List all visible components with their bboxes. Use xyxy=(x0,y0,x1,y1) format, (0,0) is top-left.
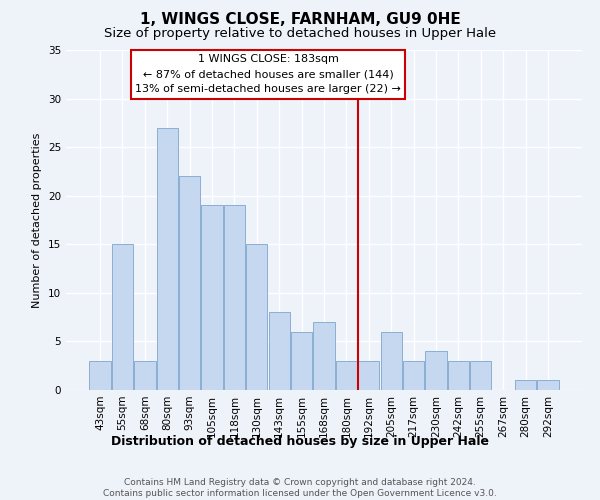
Bar xyxy=(179,176,200,390)
Text: Contains HM Land Registry data © Crown copyright and database right 2024.
Contai: Contains HM Land Registry data © Crown c… xyxy=(103,478,497,498)
Y-axis label: Number of detached properties: Number of detached properties xyxy=(32,132,43,308)
Text: Size of property relative to detached houses in Upper Hale: Size of property relative to detached ho… xyxy=(104,28,496,40)
Bar xyxy=(224,206,245,390)
Bar xyxy=(537,380,559,390)
Bar xyxy=(134,361,155,390)
Bar xyxy=(313,322,335,390)
Text: 1, WINGS CLOSE, FARNHAM, GU9 0HE: 1, WINGS CLOSE, FARNHAM, GU9 0HE xyxy=(140,12,460,28)
Bar xyxy=(202,206,223,390)
Bar xyxy=(380,332,402,390)
Bar xyxy=(403,361,424,390)
Bar xyxy=(470,361,491,390)
Bar xyxy=(269,312,290,390)
Bar xyxy=(89,361,111,390)
Bar xyxy=(157,128,178,390)
Bar xyxy=(112,244,133,390)
Bar xyxy=(336,361,357,390)
Text: Distribution of detached houses by size in Upper Hale: Distribution of detached houses by size … xyxy=(111,435,489,448)
Text: 1 WINGS CLOSE: 183sqm
← 87% of detached houses are smaller (144)
13% of semi-det: 1 WINGS CLOSE: 183sqm ← 87% of detached … xyxy=(135,54,401,94)
Bar xyxy=(291,332,312,390)
Bar xyxy=(358,361,379,390)
Bar xyxy=(425,351,446,390)
Bar xyxy=(448,361,469,390)
Bar xyxy=(246,244,268,390)
Bar xyxy=(515,380,536,390)
